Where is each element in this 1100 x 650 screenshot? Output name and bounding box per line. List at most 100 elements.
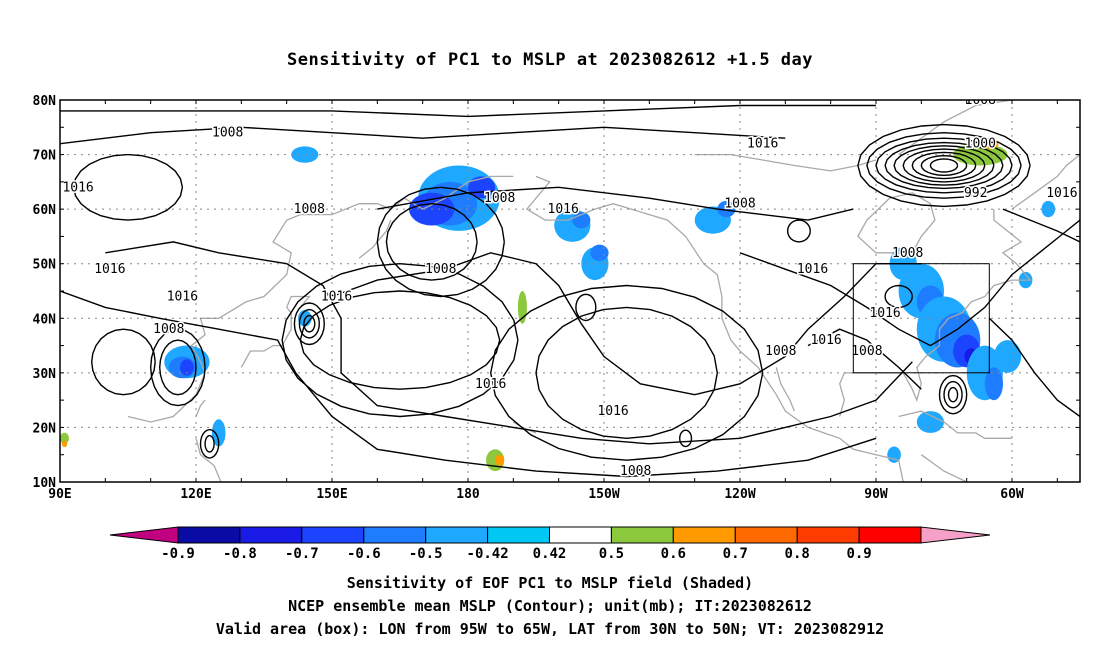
contour-label: 1008	[294, 202, 325, 217]
mslp-contour	[988, 317, 1080, 418]
contour-labels: 1008 1016 1008 1008 1016 1016 1016 1008 1008 1016…	[61, 93, 1079, 481]
colorbar-segment	[487, 526, 551, 544]
lon-label: 90E	[48, 487, 71, 502]
mslp-contour	[575, 293, 597, 322]
mslp-contour	[866, 131, 1022, 199]
sensitivity-patch	[517, 291, 527, 324]
coastline	[195, 399, 206, 417]
coastline	[898, 100, 1013, 156]
colorbar-label: -0.7	[285, 546, 319, 562]
mslp-contour	[911, 151, 977, 180]
sensitivity-patch	[953, 143, 1008, 166]
colorbar	[109, 526, 991, 544]
coastline	[1011, 154, 1080, 210]
contour-label: 1016	[321, 290, 352, 305]
contour-label: 1016	[810, 333, 841, 348]
mslp-contour	[884, 284, 913, 309]
coastline	[358, 219, 392, 259]
colorbar-label: 0.6	[661, 546, 686, 562]
mslp-contour	[293, 302, 325, 346]
contour-label: 1008	[965, 93, 996, 108]
colorbar-segment	[734, 526, 798, 544]
colorbar-label: 0.9	[846, 546, 871, 562]
sensitivity-patch	[291, 146, 319, 163]
mslp-contour	[204, 434, 215, 453]
sensitivity-shading	[60, 138, 1056, 472]
colorbar-label: 0.8	[785, 546, 810, 562]
mslp-contour	[331, 252, 922, 396]
mslp-contour	[158, 339, 197, 396]
contour-label: 1000	[965, 137, 996, 152]
contour-label: 1016	[475, 377, 506, 392]
lat-label: 10N	[33, 476, 57, 491]
mslp-contour	[739, 219, 1080, 347]
mslp-contour	[72, 153, 184, 221]
caption-shaded: Sensitivity of EOF PC1 to MSLP field (Sh…	[346, 574, 754, 592]
mslp-contour	[385, 202, 478, 281]
mslp-contour	[875, 137, 1013, 194]
contour-label: 1016	[747, 137, 778, 152]
lat-label: 70N	[33, 149, 57, 164]
mslp-contour	[199, 428, 220, 459]
contour-label: 1008	[724, 197, 755, 212]
colorbar-label: 0.5	[599, 546, 624, 562]
coastline	[127, 175, 514, 423]
lat-label: 40N	[33, 312, 57, 327]
sensitivity-patch	[180, 359, 194, 376]
mslp-contour	[929, 158, 959, 173]
contour-label: 1008	[851, 344, 882, 359]
sensitivity-patch	[590, 244, 609, 261]
mslp-contour	[884, 141, 1004, 190]
lat-label: 50N	[33, 258, 57, 273]
valid-area-box	[852, 263, 990, 374]
mslp-contour	[298, 308, 320, 339]
contour-label: 1016	[167, 290, 198, 305]
lon-label: 60W	[1000, 487, 1024, 502]
caption-valid-area: Valid area (box): LON from 95W to 65W, L…	[215, 620, 885, 638]
lat-label: 60N	[33, 203, 57, 218]
colorbar-segment	[177, 526, 241, 544]
coastline	[195, 438, 222, 482]
contour-label: 1016	[548, 202, 579, 217]
contour-label: 1008	[153, 322, 184, 337]
lon-label: 150W	[588, 487, 619, 502]
contour-label: 1008	[484, 191, 515, 206]
mslp-contour	[281, 262, 519, 418]
contour-label: 1008	[620, 464, 651, 479]
mslp-contour	[535, 306, 718, 440]
mslp-contour	[376, 186, 505, 298]
colorbar-label: -0.8	[223, 546, 257, 562]
mslp-contour	[857, 123, 1031, 208]
mslp-contour	[60, 126, 786, 145]
colorbar-segment	[858, 526, 922, 544]
mslp-contour	[60, 104, 876, 118]
sensitivity-patch	[984, 367, 1004, 401]
sensitivity-patch	[495, 454, 505, 466]
colorbar-label: -0.42	[467, 546, 509, 562]
mslp-contour	[947, 386, 959, 403]
contour-label: 992	[964, 186, 987, 201]
coastline	[857, 192, 936, 254]
contour-label: 1008	[892, 246, 923, 261]
colorbar-segment	[239, 526, 303, 544]
mslp-contour	[105, 241, 913, 445]
mslp-contour	[60, 290, 877, 478]
mslp-contour	[377, 186, 854, 221]
contour-label: 1016	[94, 262, 125, 277]
mslp-contour	[786, 219, 811, 243]
lon-label: 120W	[724, 487, 755, 502]
colorbar-label: -0.5	[409, 546, 443, 562]
coastlines	[127, 100, 1080, 482]
mslp-contour	[303, 314, 316, 333]
coastline	[898, 410, 1012, 439]
colorbar-label: -0.9	[161, 546, 195, 562]
mslp-contour	[938, 374, 968, 415]
mslp-contour	[920, 154, 968, 177]
coastline	[525, 175, 904, 482]
colorbar-segment	[425, 526, 489, 544]
longitude-labels: 90E 120E 150E 180 150W 120W 90W 60W	[48, 487, 1024, 502]
colorbar-segment	[672, 526, 736, 544]
mslp-contour	[943, 380, 963, 409]
lat-label: 30N	[33, 367, 57, 382]
